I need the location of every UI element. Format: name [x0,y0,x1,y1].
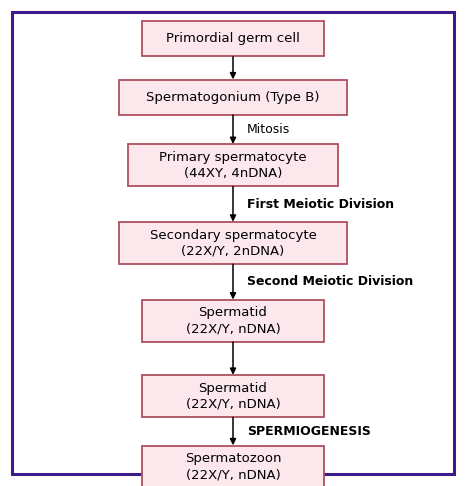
FancyBboxPatch shape [142,446,324,486]
FancyBboxPatch shape [142,21,324,56]
Text: Spermatogonium (Type B): Spermatogonium (Type B) [146,91,320,104]
Text: Second Meiotic Division: Second Meiotic Division [247,276,413,288]
Text: Spermatozoon
(22X/Y, nDNA): Spermatozoon (22X/Y, nDNA) [185,452,281,481]
Text: SPERMIOGENESIS: SPERMIOGENESIS [247,425,371,438]
FancyBboxPatch shape [119,80,347,115]
FancyBboxPatch shape [128,144,338,186]
FancyBboxPatch shape [142,300,324,342]
FancyBboxPatch shape [119,222,347,264]
Text: First Meiotic Division: First Meiotic Division [247,198,394,210]
Text: Primordial germ cell: Primordial germ cell [166,33,300,45]
Text: Secondary spermatocyte
(22X/Y, 2nDNA): Secondary spermatocyte (22X/Y, 2nDNA) [150,228,316,258]
Text: Mitosis: Mitosis [247,123,290,136]
Text: Spermatid
(22X/Y, nDNA): Spermatid (22X/Y, nDNA) [185,382,281,411]
FancyBboxPatch shape [142,375,324,417]
Text: Spermatid
(22X/Y, nDNA): Spermatid (22X/Y, nDNA) [185,306,281,335]
Text: Primary spermatocyte
(44XY, 4nDNA): Primary spermatocyte (44XY, 4nDNA) [159,151,307,180]
